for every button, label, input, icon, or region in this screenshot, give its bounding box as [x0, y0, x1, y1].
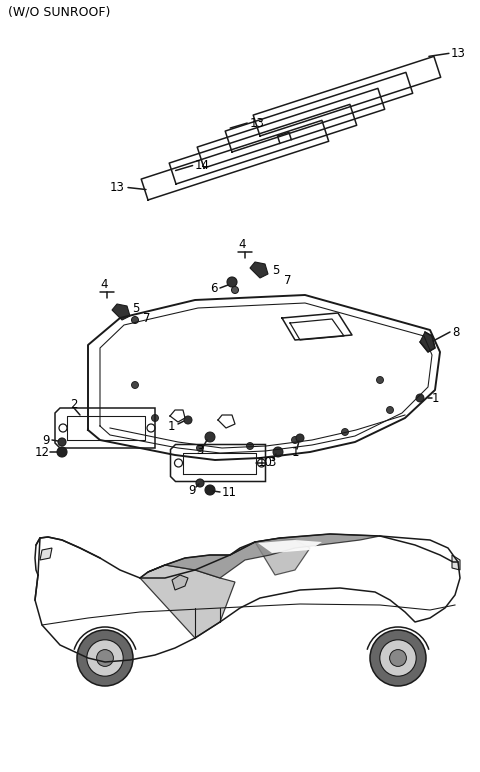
- Text: 6: 6: [211, 282, 218, 294]
- Polygon shape: [250, 262, 268, 278]
- Text: 4: 4: [238, 239, 246, 252]
- Circle shape: [196, 479, 204, 487]
- Circle shape: [96, 649, 113, 666]
- Text: 13: 13: [249, 117, 264, 130]
- Circle shape: [184, 416, 192, 424]
- Circle shape: [376, 377, 384, 384]
- Circle shape: [231, 286, 239, 293]
- Circle shape: [296, 434, 304, 442]
- Text: (W/O SUNROOF): (W/O SUNROOF): [8, 5, 110, 19]
- Circle shape: [87, 640, 123, 676]
- Circle shape: [247, 442, 253, 449]
- Polygon shape: [255, 538, 310, 575]
- Circle shape: [390, 649, 407, 666]
- Circle shape: [196, 445, 204, 452]
- Text: 7: 7: [284, 273, 291, 286]
- Text: 4: 4: [100, 279, 108, 292]
- Text: 9: 9: [43, 434, 50, 446]
- Circle shape: [57, 447, 67, 457]
- Text: 13: 13: [110, 181, 125, 194]
- Circle shape: [370, 630, 426, 686]
- Polygon shape: [148, 534, 380, 578]
- Circle shape: [273, 447, 283, 457]
- Polygon shape: [140, 565, 235, 638]
- Polygon shape: [420, 332, 435, 352]
- Circle shape: [58, 438, 66, 446]
- Text: 9: 9: [188, 483, 196, 496]
- Text: 3: 3: [196, 443, 204, 456]
- Text: 8: 8: [452, 326, 459, 338]
- Text: 13: 13: [451, 47, 466, 60]
- Polygon shape: [258, 540, 322, 553]
- Text: 5: 5: [272, 263, 279, 276]
- Polygon shape: [40, 548, 52, 560]
- Text: 3: 3: [268, 455, 276, 469]
- Circle shape: [132, 381, 139, 388]
- Circle shape: [341, 428, 348, 435]
- Circle shape: [77, 630, 133, 686]
- Circle shape: [416, 394, 424, 402]
- Circle shape: [152, 415, 158, 422]
- Text: 10: 10: [258, 456, 273, 469]
- Text: 1: 1: [291, 445, 299, 459]
- Polygon shape: [452, 555, 460, 570]
- Circle shape: [227, 277, 237, 287]
- Text: 7: 7: [143, 311, 151, 324]
- Text: 12: 12: [35, 445, 50, 459]
- Text: 2: 2: [70, 398, 77, 411]
- Polygon shape: [172, 575, 188, 590]
- Text: 11: 11: [222, 486, 237, 499]
- Circle shape: [291, 436, 299, 443]
- Circle shape: [205, 432, 215, 442]
- Circle shape: [386, 407, 394, 414]
- Text: 1: 1: [432, 391, 440, 405]
- Circle shape: [380, 640, 416, 676]
- Text: 1: 1: [168, 421, 175, 434]
- Circle shape: [132, 317, 139, 323]
- Text: 14: 14: [194, 159, 210, 172]
- Polygon shape: [112, 304, 130, 320]
- Text: 5: 5: [132, 302, 139, 314]
- Circle shape: [205, 485, 215, 495]
